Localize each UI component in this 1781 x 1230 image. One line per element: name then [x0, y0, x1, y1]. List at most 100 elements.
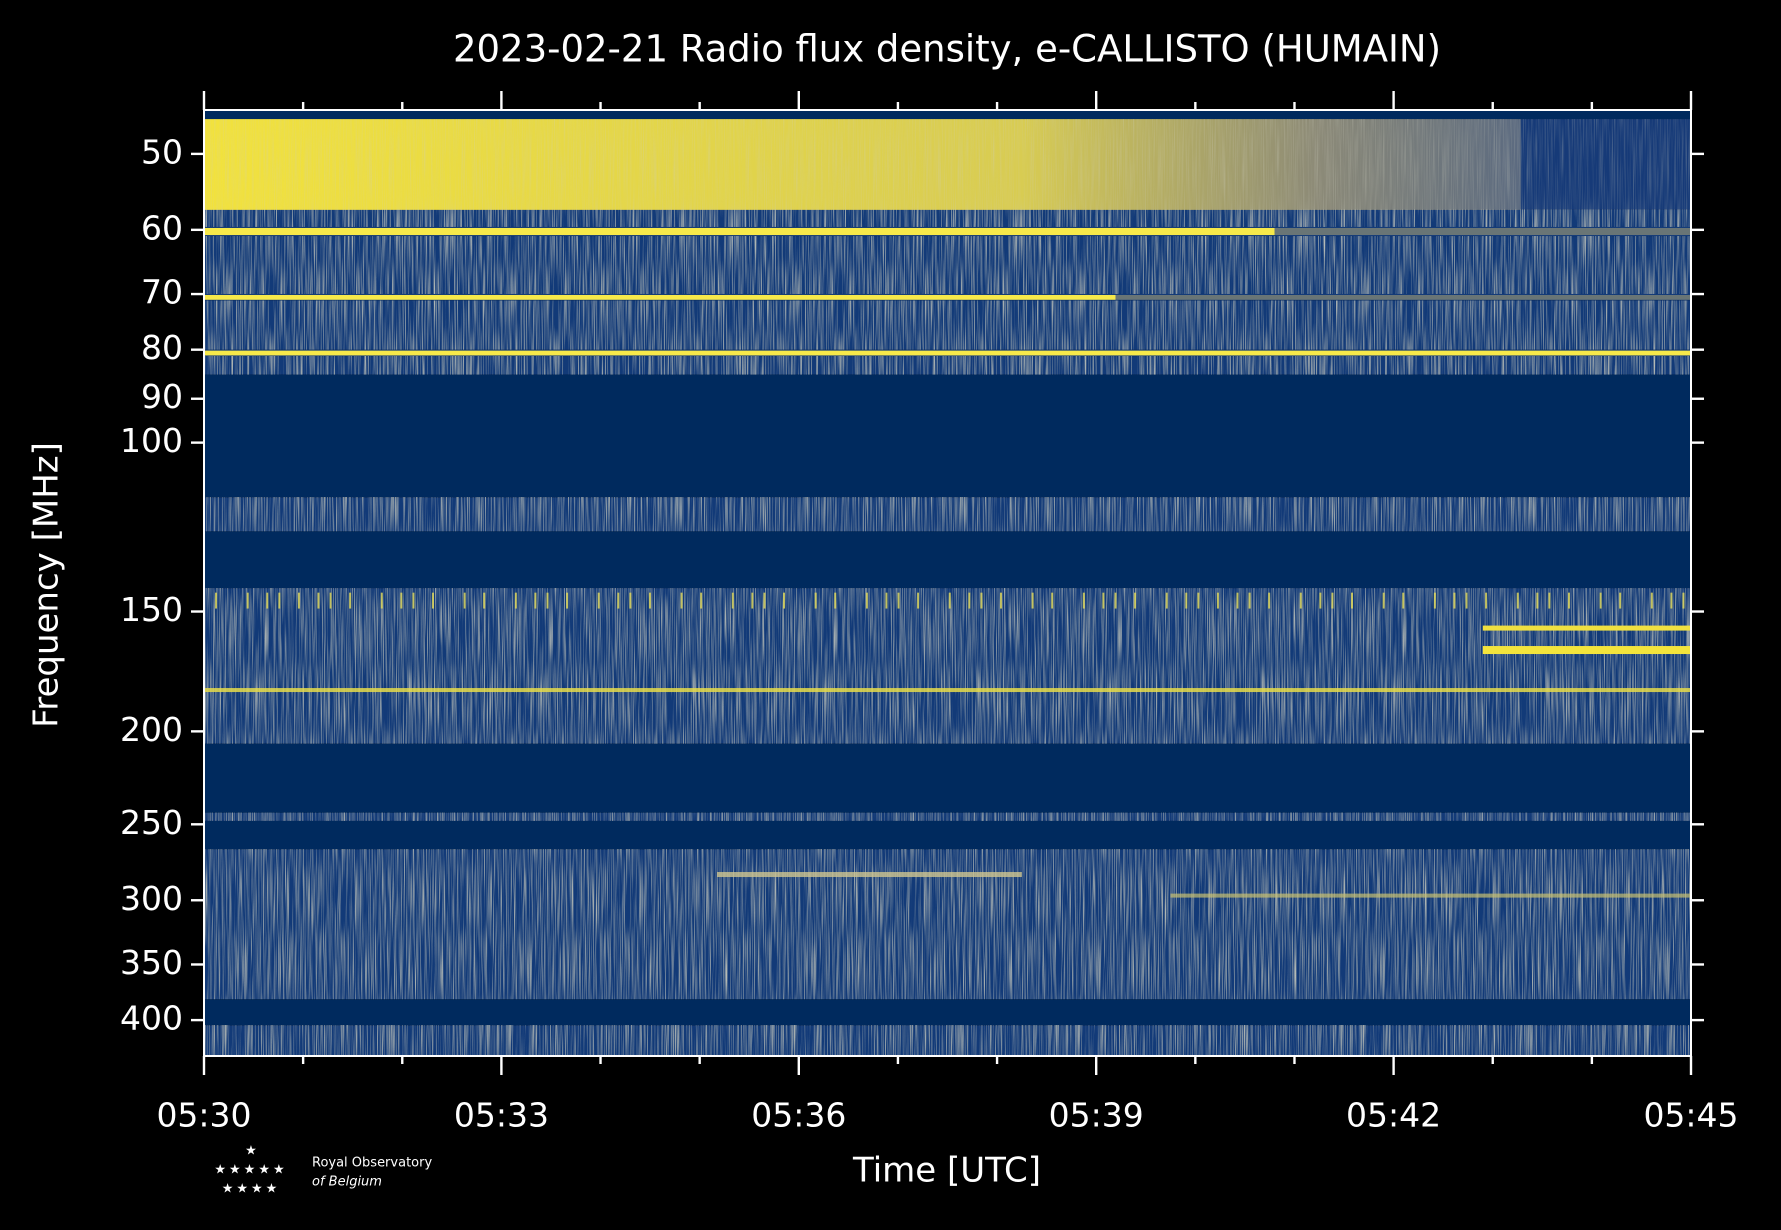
spike	[1185, 592, 1188, 609]
bright-line	[204, 350, 1691, 356]
logo-stars: ★★★★★	[214, 1163, 287, 1178]
spike	[266, 592, 269, 609]
logo-text: of Belgium	[312, 1175, 382, 1190]
x-tick-label: 05:36	[751, 1096, 846, 1135]
spike	[1236, 592, 1239, 609]
band	[204, 999, 1691, 1026]
x-tick-label: 05:39	[1049, 1096, 1144, 1135]
spike	[885, 592, 888, 609]
spike	[1516, 592, 1519, 609]
band-noise	[204, 300, 1691, 350]
late-line	[1170, 893, 1691, 898]
spike	[1465, 592, 1468, 609]
spike	[1682, 592, 1685, 609]
spike	[751, 592, 754, 609]
y-tick-label: 80	[141, 328, 183, 367]
spike	[1351, 592, 1354, 609]
spike	[1433, 592, 1436, 609]
y-tick-label: 250	[120, 803, 183, 842]
y-tick-label: 200	[120, 710, 183, 749]
band-noise	[204, 356, 1691, 375]
spike	[463, 592, 466, 609]
spike	[1402, 592, 1405, 609]
spike	[1197, 592, 1200, 609]
spike	[999, 592, 1002, 609]
x-tick-label: 05:42	[1346, 1096, 1441, 1135]
spike	[1114, 592, 1117, 609]
spike	[329, 592, 332, 609]
chart-title: 2023-02-21 Radio flux density, e-CALLIST…	[453, 28, 1441, 71]
late-line	[1482, 625, 1691, 631]
spike	[763, 592, 766, 609]
logo: ★ ★★★★★ ★★★★ Royal Observatory of Belgiu…	[214, 1144, 432, 1197]
spike	[514, 592, 517, 609]
bright-line	[204, 294, 1116, 300]
spike	[317, 592, 320, 609]
spike	[546, 592, 549, 609]
y-tick-label: 300	[120, 879, 183, 918]
spike	[968, 592, 971, 609]
band-noise	[204, 588, 1691, 744]
spike	[980, 592, 983, 609]
spike	[597, 592, 600, 609]
spike	[1599, 592, 1602, 609]
band-noise	[204, 209, 1691, 227]
y-tick-label: 350	[120, 943, 183, 982]
spike	[1248, 592, 1251, 609]
spike	[783, 592, 786, 609]
y-tick-label: 50	[141, 132, 183, 171]
spike	[215, 592, 218, 609]
spike	[349, 592, 352, 609]
spike	[1453, 592, 1456, 609]
y-tick-label: 400	[120, 999, 183, 1038]
plot-frame	[203, 109, 1692, 1057]
spike	[380, 592, 383, 609]
burst	[717, 872, 1022, 878]
band-noise	[204, 497, 1691, 532]
spike	[1331, 592, 1334, 609]
spike	[483, 592, 486, 609]
spike	[1031, 592, 1034, 609]
spike	[431, 592, 434, 609]
band-noise	[204, 1025, 1691, 1056]
spike	[1051, 592, 1054, 609]
band	[204, 743, 1691, 813]
spike	[917, 592, 920, 609]
spike	[1567, 592, 1570, 609]
spike	[1382, 592, 1385, 609]
spike	[1134, 592, 1137, 609]
y-axis-label: Frequency [MHz]	[27, 442, 67, 728]
spike	[1536, 592, 1539, 609]
band	[204, 531, 1691, 589]
band-noise	[204, 119, 1691, 210]
spike	[948, 592, 951, 609]
spike	[1102, 592, 1105, 609]
band-noise	[204, 849, 1691, 1000]
spectrogram	[204, 110, 1691, 1056]
logo-star: ★	[245, 1144, 257, 1159]
y-tick-label: 60	[141, 208, 183, 247]
late-line	[1482, 646, 1691, 655]
band-noise	[204, 812, 1691, 821]
spike	[278, 592, 281, 609]
spike	[1619, 592, 1622, 609]
spike	[1548, 592, 1551, 609]
spike	[1670, 592, 1673, 609]
y-tick-label: 90	[141, 377, 183, 416]
y-tick-label: 150	[120, 590, 183, 629]
spike	[1650, 592, 1653, 609]
spike	[648, 592, 651, 609]
y-tick-label: 70	[141, 273, 183, 312]
spike	[731, 592, 734, 609]
spike	[1319, 592, 1322, 609]
dim-line	[1274, 227, 1691, 236]
spike	[566, 592, 569, 609]
band	[204, 374, 1691, 498]
logo-text: Royal Observatory	[312, 1156, 432, 1171]
spike	[534, 592, 537, 609]
x-tick-label: 05:45	[1643, 1096, 1738, 1135]
spike	[617, 592, 620, 609]
spike	[1165, 592, 1168, 609]
